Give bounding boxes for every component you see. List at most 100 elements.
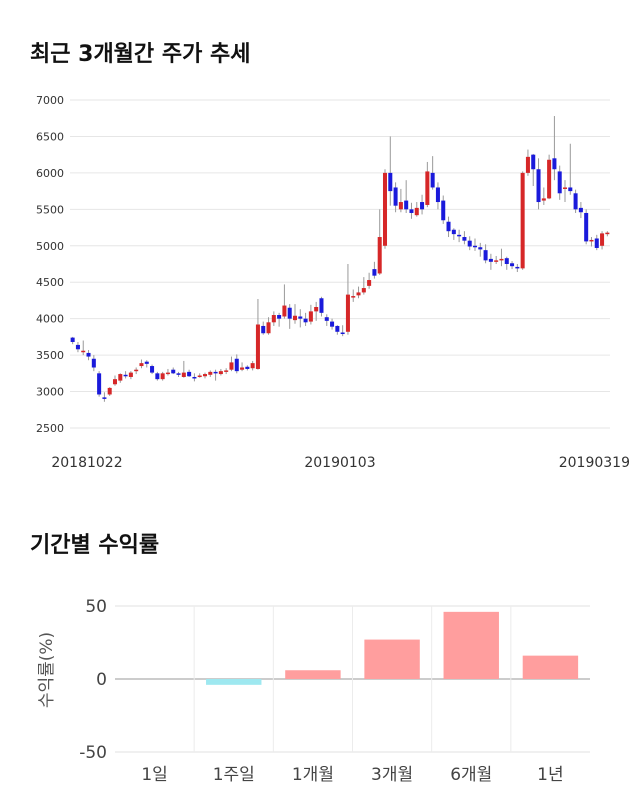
candle [451, 228, 456, 240]
candle [102, 392, 107, 402]
candle-body [75, 344, 80, 350]
candle [208, 370, 213, 377]
candle [150, 364, 155, 375]
candle [303, 312, 308, 326]
candle-body [605, 232, 610, 235]
candle-body [224, 370, 229, 372]
candle-body [107, 387, 112, 395]
candle [234, 354, 239, 374]
candle-body [128, 372, 133, 377]
candle [112, 375, 118, 386]
candle-body [584, 212, 589, 242]
candle-body [181, 372, 186, 377]
candle [361, 277, 366, 295]
candle [213, 369, 218, 381]
candle-body [187, 371, 192, 377]
candle [404, 180, 409, 213]
candle-body [271, 315, 276, 323]
candle-body [335, 325, 340, 332]
candle [388, 136, 393, 206]
candle [478, 242, 483, 257]
candle-body [213, 371, 218, 374]
candle [483, 244, 488, 264]
candle-body [377, 237, 382, 274]
candle-body [118, 374, 123, 381]
candle [261, 321, 266, 335]
candle [398, 188, 403, 213]
candle-x-axis: 20181022 20190103 20190319 [51, 455, 630, 471]
candle-body [367, 280, 372, 286]
candle-body [398, 202, 403, 210]
candle-body [435, 187, 440, 203]
candle-body [308, 311, 313, 322]
candle-y-tick-label: 3000 [36, 386, 64, 399]
candle-body [314, 307, 319, 312]
candle [75, 341, 80, 353]
candle-body [234, 358, 239, 372]
returns-x-tick-label: 3개월 [371, 765, 413, 785]
candle-body [420, 202, 425, 210]
candlestick-chart: 2500 3000 3500 4000 4500 5000 5500 6000 6500 7000… [36, 94, 630, 471]
candle [107, 387, 112, 396]
candle [520, 171, 525, 270]
candle [319, 296, 324, 317]
candle [134, 367, 139, 375]
candle [499, 248, 504, 267]
candle-body [472, 245, 478, 248]
returns-bar [443, 611, 499, 679]
candle [160, 371, 165, 381]
candle-body [462, 237, 467, 241]
candle-body [102, 397, 107, 399]
candle [584, 209, 589, 245]
candle [467, 236, 472, 251]
candle-body [81, 350, 86, 353]
candle-body [467, 240, 472, 247]
candle [430, 156, 435, 190]
candle [282, 284, 287, 319]
candle-body [573, 193, 578, 210]
candle [488, 253, 493, 270]
candle-body [218, 371, 223, 375]
candle-body [547, 159, 552, 199]
candle-body [197, 375, 202, 378]
candle-body [541, 198, 546, 201]
candle [367, 272, 372, 289]
candle-body [319, 298, 324, 313]
candle-body [568, 187, 573, 192]
candle-body [171, 369, 176, 374]
candle-body [123, 374, 128, 377]
candle-body [150, 366, 155, 373]
returns-x-tick-label: 1개월 [292, 765, 334, 785]
candle [515, 264, 520, 273]
candle [414, 202, 419, 217]
candle-body [594, 238, 599, 248]
candle-body [202, 374, 208, 377]
candle [409, 202, 414, 219]
returns-y-tick-label: 50 [85, 597, 107, 617]
candle-body [430, 172, 435, 188]
candle [165, 368, 170, 376]
candle-y-tick-label: 5500 [36, 203, 64, 216]
returns-bar [206, 679, 262, 685]
returns-bar-chart: -50 0 50 1일 1주일 1개월 3개월 6개월 1년 수익률(%) [37, 597, 590, 785]
candle-body [536, 169, 541, 203]
candle [573, 189, 578, 213]
candle-body [261, 325, 266, 334]
returns-x-tick-label: 6개월 [450, 765, 492, 785]
returns-gridlines [115, 605, 590, 753]
candle-body [345, 294, 350, 332]
candle [446, 216, 451, 238]
candle [605, 231, 610, 237]
candle [600, 231, 605, 250]
candle-body [520, 172, 525, 269]
candle-body [139, 363, 144, 367]
candle-body [388, 172, 393, 192]
candle-body [155, 373, 160, 380]
candle [314, 301, 319, 321]
candle [435, 182, 440, 210]
candle [292, 304, 298, 324]
returns-x-axis: 1일 1주일 1개월 3개월 6개월 1년 [141, 765, 563, 785]
candle-body [499, 258, 504, 261]
candle-x-tick-label: 20190103 [304, 455, 375, 471]
returns-y-tick-label: -50 [79, 743, 107, 763]
